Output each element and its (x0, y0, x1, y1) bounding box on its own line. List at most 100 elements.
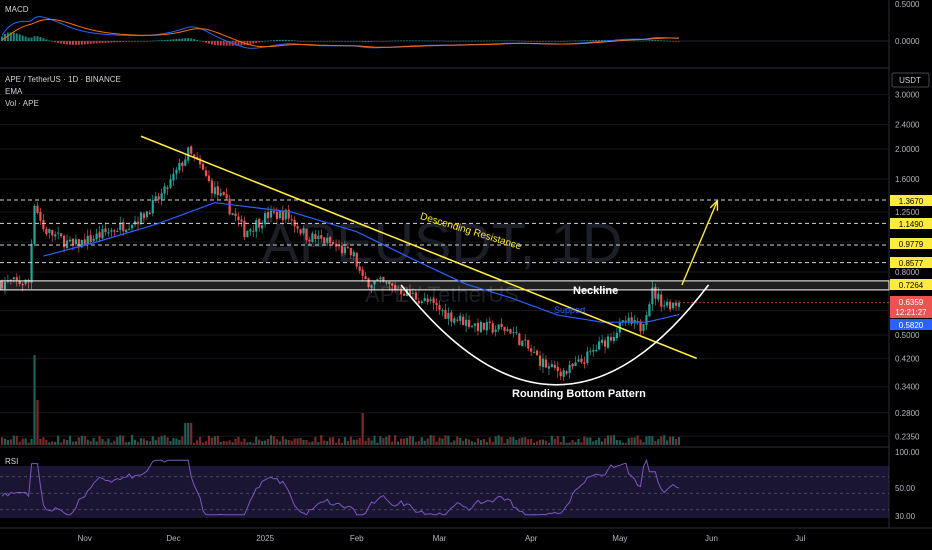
volume-bar (163, 435, 166, 445)
macd-histogram-bar (485, 40, 488, 42)
macd-histogram-bar (491, 40, 494, 42)
volume-bar (512, 437, 515, 445)
time-axis[interactable]: Nov Dec 2025 Feb Mar Apr May Jun Jul (78, 534, 806, 543)
macd-histogram-bar (488, 40, 491, 42)
volume-bar (54, 441, 57, 445)
volume-bar (317, 442, 320, 445)
candle-body (547, 366, 551, 369)
macd-histogram-bar (476, 40, 479, 42)
volume-bar (402, 438, 406, 445)
candle-body (491, 323, 494, 333)
candle-body (284, 209, 287, 220)
candle-body (660, 294, 663, 307)
macd-histogram-bar (172, 39, 175, 41)
macd-histogram-bar (207, 41, 210, 44)
candle-body (479, 321, 483, 333)
rounding-bottom-arc (400, 284, 710, 386)
time-tick: Mar (433, 534, 447, 543)
macd-histogram-bar (237, 41, 240, 46)
macd-histogram-bar (385, 41, 388, 42)
candle-body (606, 336, 610, 348)
time-tick: Feb (350, 534, 364, 543)
volume-bar (331, 437, 335, 445)
volume-bar (367, 437, 370, 445)
currency-badge[interactable] (891, 72, 930, 88)
macd-histogram-bar (414, 40, 417, 42)
macd-histogram-bar (408, 40, 411, 42)
macd-histogram-bar (675, 41, 678, 42)
volume-bar (45, 439, 48, 445)
volume-bar (290, 440, 293, 445)
volume-bar (479, 440, 483, 445)
volume-bar (544, 440, 548, 445)
candle-body (553, 364, 556, 369)
macd-histogram-bar (210, 41, 213, 45)
macd-histogram-bar (672, 41, 675, 42)
candle-body (609, 337, 613, 341)
volume-bar (352, 439, 355, 445)
macd-histogram-bar (553, 41, 556, 42)
macd-histogram-bar (639, 40, 642, 42)
volume-bar (196, 440, 199, 445)
macd-histogram-bar (394, 40, 397, 42)
candle-body (426, 298, 429, 303)
candle-body (441, 310, 444, 312)
candle-body (281, 210, 284, 221)
macd-histogram-bar (246, 41, 249, 45)
macd-histogram-bar (660, 40, 663, 41)
macd-histogram-bar (438, 40, 441, 42)
candle-body (133, 221, 137, 225)
candle-body (559, 371, 562, 377)
volume-bar (12, 435, 15, 445)
volume-bar (228, 440, 231, 445)
macd-histogram-bar (204, 41, 207, 43)
volume-bar (361, 413, 364, 445)
candle-body (219, 193, 222, 196)
volume-bar (107, 438, 110, 445)
candle-body (506, 329, 509, 331)
macd-histogram-bar (669, 40, 672, 42)
macd-histogram-bar (92, 41, 95, 44)
volume-bar (663, 435, 666, 445)
volume-bar (388, 435, 391, 445)
macd-histogram-bar (311, 41, 314, 42)
candle-body (86, 235, 89, 245)
macd-histogram-bar (592, 40, 595, 41)
volume-bar (426, 438, 429, 445)
volume-bar (382, 438, 385, 445)
candle-body (654, 287, 657, 299)
volume-bar (240, 441, 243, 445)
macd-histogram-bar (332, 41, 335, 42)
candle-body (178, 162, 181, 171)
candle-body (414, 292, 417, 300)
candle-body (568, 364, 571, 373)
macd-histogram-bar (163, 40, 166, 41)
macd-histogram-bar (66, 41, 69, 45)
volume-bar (249, 441, 252, 445)
candle-body (33, 205, 36, 244)
last-price-badge: 0.6359 12:21:27 (890, 296, 932, 318)
macd-histogram-bar (651, 39, 654, 41)
volume-bar (633, 437, 636, 445)
candle-body (340, 245, 344, 254)
macd-histogram-bar (216, 41, 219, 46)
macd-histogram-bar (400, 40, 403, 42)
candle-body (193, 154, 196, 158)
volume-bar (151, 436, 154, 445)
candle-body (68, 239, 72, 242)
volume-bar (184, 423, 187, 445)
macd-histogram-bar (544, 41, 547, 42)
macd-histogram-bar (308, 41, 311, 42)
macd-histogram-bar (468, 40, 471, 42)
macd-histogram-bar (228, 41, 231, 46)
candle-body (521, 340, 524, 347)
macd-histogram-bar (24, 36, 27, 41)
macd-histogram-bar (202, 41, 205, 42)
candle-body (237, 216, 240, 220)
macd-histogram-bar (1, 36, 3, 41)
volume-bar (133, 439, 137, 445)
macd-histogram-bar (397, 40, 400, 42)
macd-tick: 0.0000 (895, 37, 920, 46)
candle-body (674, 302, 678, 306)
volume-bar (601, 441, 604, 445)
